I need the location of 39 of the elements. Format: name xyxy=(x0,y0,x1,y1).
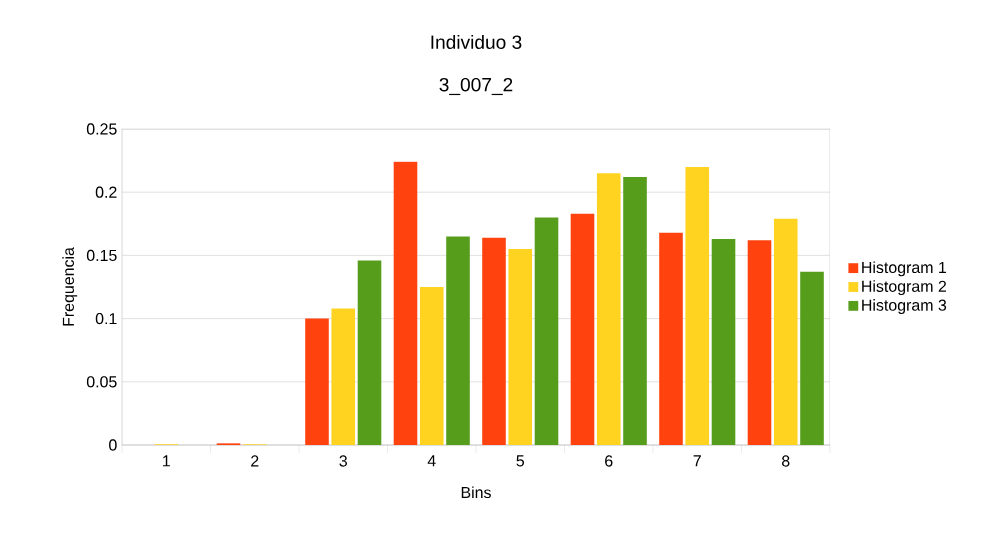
bar xyxy=(305,318,329,445)
x-tick-label: 1 xyxy=(163,455,170,467)
bar xyxy=(482,237,506,445)
legend-label: Histogram 1 xyxy=(862,261,947,277)
y-tick-label: 0.1 xyxy=(95,312,117,325)
y-tick-label: 0.2 xyxy=(95,186,117,198)
bar xyxy=(508,249,533,445)
x-tick-label: 5 xyxy=(516,455,524,467)
bar xyxy=(773,218,798,445)
x-tick-label: 7 xyxy=(693,455,701,467)
bar xyxy=(659,232,683,445)
bar xyxy=(393,161,418,445)
x-tick-label: 2 xyxy=(251,455,259,467)
bar xyxy=(331,308,356,445)
bar xyxy=(800,271,824,445)
chart-title: Individuo 3 xyxy=(431,34,522,49)
bar xyxy=(357,260,382,445)
bar xyxy=(419,287,444,445)
y-axis-title: Frequencia xyxy=(62,247,78,326)
chart-subtitle: 3_007_2 xyxy=(439,77,513,96)
y-tick-label: 0.05 xyxy=(86,376,117,388)
y-tick-label: 0.25 xyxy=(86,123,117,135)
x-axis-title: Bins xyxy=(461,486,491,499)
bar xyxy=(685,166,710,445)
legend-label: Histogram 3 xyxy=(862,299,947,314)
y-tick-label: 0 xyxy=(109,439,117,451)
legend-label: Histogram 2 xyxy=(862,280,946,296)
bar xyxy=(623,177,647,445)
bar xyxy=(596,173,621,445)
x-tick-label: 4 xyxy=(427,455,436,467)
y-tick-label: 0.15 xyxy=(86,249,117,262)
x-tick-label: 6 xyxy=(605,455,613,467)
bar xyxy=(534,217,559,445)
bar xyxy=(446,236,470,445)
bar xyxy=(711,238,736,445)
x-tick-label: 8 xyxy=(782,455,790,467)
x-tick-label: 3 xyxy=(339,455,347,467)
bar xyxy=(747,240,772,445)
bar xyxy=(570,213,595,445)
